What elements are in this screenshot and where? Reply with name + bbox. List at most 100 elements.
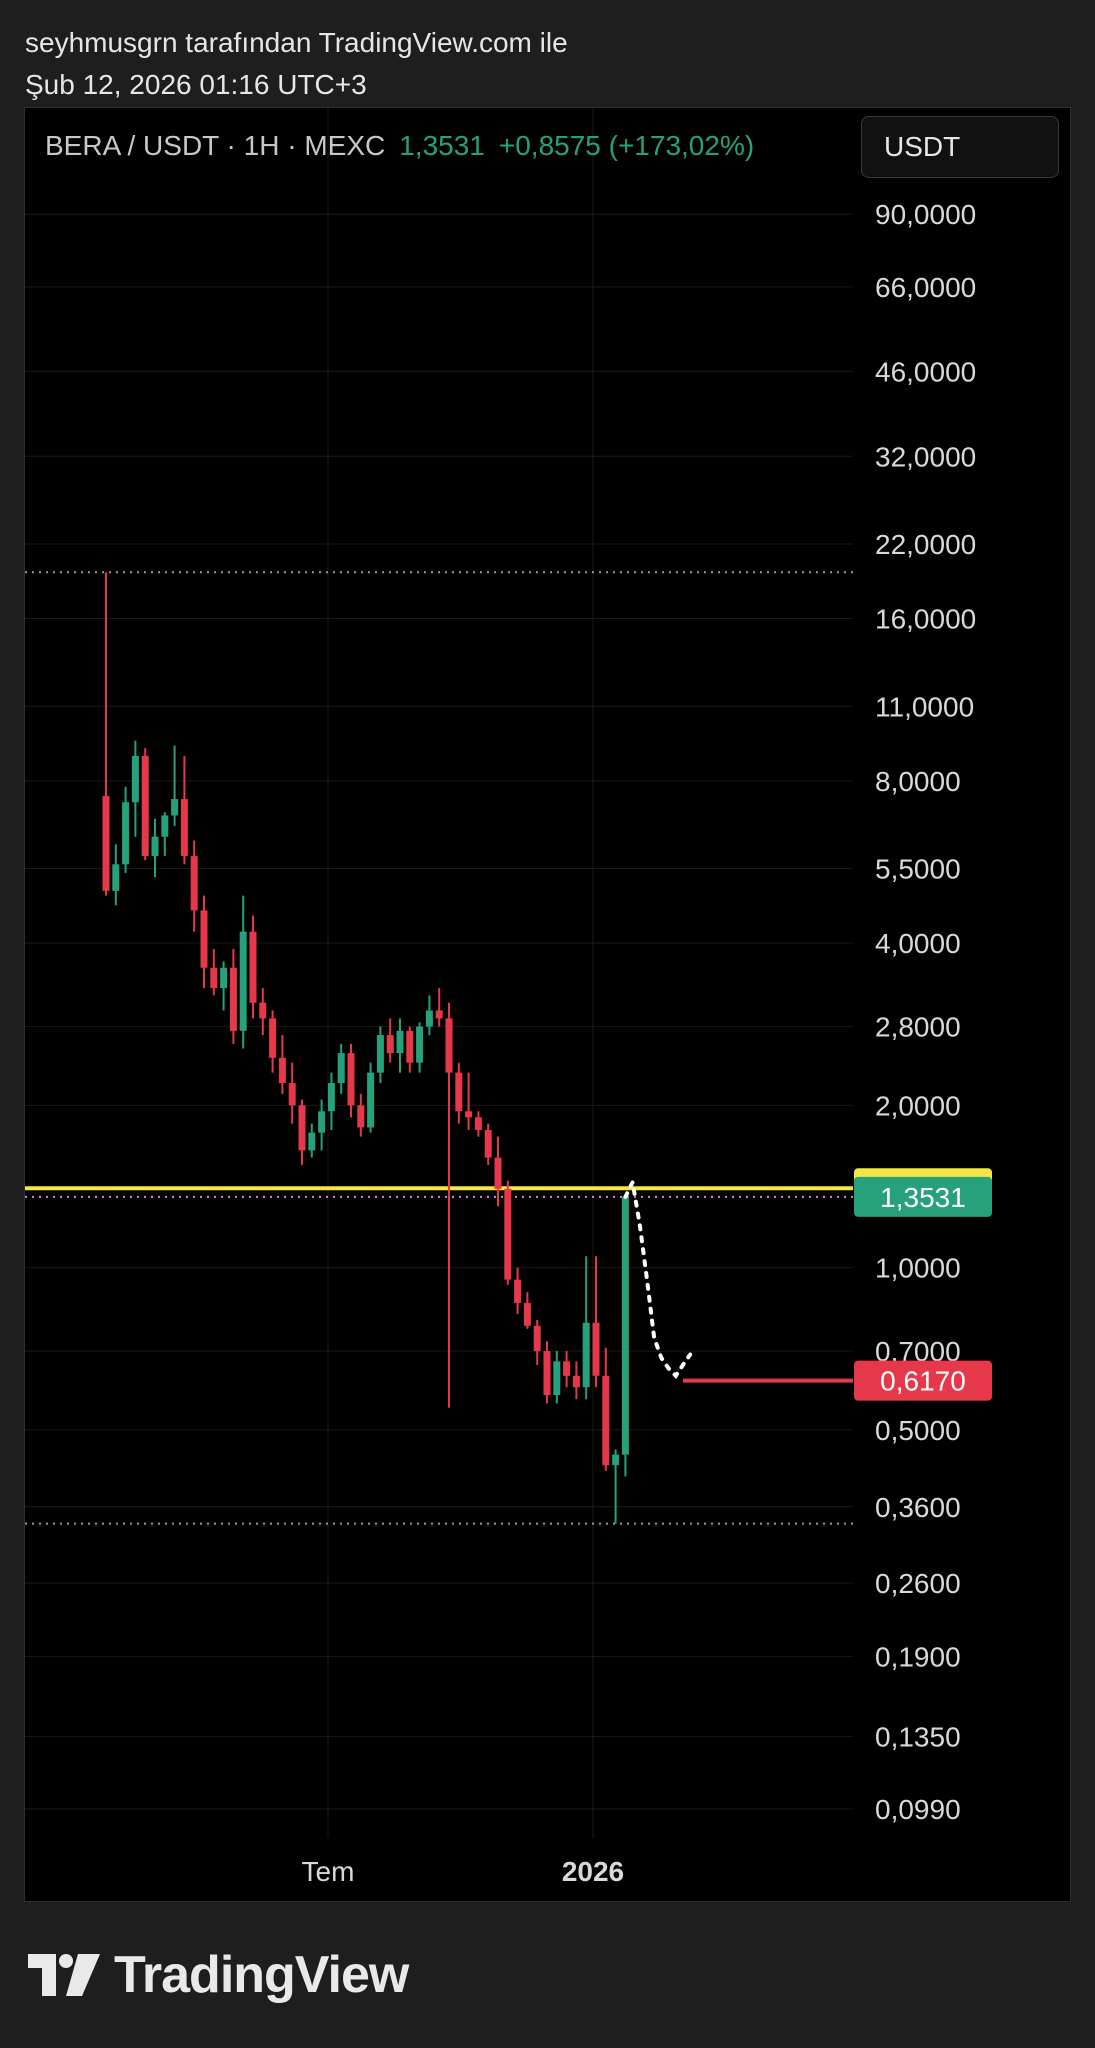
y-tick-label: 22,0000 bbox=[875, 529, 976, 560]
candle bbox=[112, 844, 120, 906]
chart-panel[interactable]: 90,0000 66,0000 46,0000 32,0000 22,0000 16,00… bbox=[24, 107, 1071, 1902]
candle-body bbox=[249, 931, 257, 1003]
candle bbox=[612, 1449, 620, 1524]
candle-body bbox=[151, 836, 159, 857]
candle bbox=[141, 748, 149, 861]
candle-body bbox=[572, 1375, 580, 1388]
y-tick-label: 46,0000 bbox=[875, 356, 976, 387]
candle bbox=[161, 812, 169, 857]
price-label: 1,3531 bbox=[854, 1176, 992, 1217]
candle-body bbox=[327, 1083, 335, 1112]
candle bbox=[543, 1341, 551, 1404]
y-tick-label: 0,3600 bbox=[875, 1492, 961, 1523]
candle-body bbox=[367, 1072, 375, 1128]
candle bbox=[455, 1062, 463, 1124]
candle bbox=[572, 1361, 580, 1400]
candle bbox=[592, 1256, 600, 1388]
candle bbox=[425, 995, 433, 1036]
candle-body bbox=[269, 1018, 277, 1058]
candle bbox=[533, 1319, 541, 1365]
candle-body bbox=[425, 1010, 433, 1027]
candle-body bbox=[318, 1111, 326, 1133]
date-line: Şub 12, 2026 01:16 UTC+3 bbox=[25, 69, 367, 100]
y-tick-label: 0,0990 bbox=[875, 1794, 961, 1825]
candle bbox=[602, 1347, 610, 1471]
candle bbox=[553, 1351, 561, 1404]
candle-body bbox=[543, 1351, 551, 1396]
candle bbox=[190, 840, 198, 932]
candle-body bbox=[347, 1053, 355, 1106]
candle-body bbox=[171, 799, 179, 816]
candle-body bbox=[259, 1002, 267, 1019]
candle bbox=[416, 1022, 424, 1073]
candle-body bbox=[602, 1375, 610, 1466]
y-tick-label: 90,0000 bbox=[875, 199, 976, 230]
price-change-value: +0,8575 (+173,02%) bbox=[498, 130, 755, 161]
candle-body bbox=[484, 1130, 492, 1158]
candle bbox=[122, 786, 130, 873]
candle bbox=[494, 1136, 502, 1207]
last-price-value: 1,3531 bbox=[399, 130, 485, 161]
candle-body bbox=[220, 967, 228, 989]
price-label-text: 0,6170 bbox=[880, 1366, 966, 1397]
currency-button[interactable]: USDT bbox=[861, 116, 1059, 178]
candle-body bbox=[141, 755, 149, 857]
candle-body bbox=[190, 856, 198, 911]
candle-body bbox=[406, 1030, 414, 1063]
candle bbox=[288, 1062, 296, 1124]
candle bbox=[229, 949, 237, 1044]
y-tick-label: 32,0000 bbox=[875, 441, 976, 472]
candle-body bbox=[396, 1030, 404, 1054]
candle bbox=[406, 1026, 414, 1073]
candle-body bbox=[112, 864, 120, 891]
y-tick-label: 0,5000 bbox=[875, 1415, 961, 1446]
x-tick-label: Tem bbox=[302, 1856, 355, 1887]
candle-body bbox=[455, 1072, 463, 1112]
candle-body bbox=[582, 1322, 590, 1388]
candle bbox=[347, 1043, 355, 1118]
y-tick-label: 4,0000 bbox=[875, 928, 961, 959]
candle bbox=[171, 745, 179, 826]
candle-body bbox=[494, 1157, 502, 1189]
tradingview-logo: TradingView bbox=[28, 1945, 409, 2005]
candlestick-chart[interactable]: 90,0000 66,0000 46,0000 32,0000 22,0000 16,00… bbox=[25, 108, 1071, 1902]
candle-body bbox=[553, 1361, 561, 1396]
candle bbox=[563, 1351, 571, 1388]
price-label-box bbox=[854, 1176, 992, 1217]
candle bbox=[386, 1018, 394, 1063]
candle-body bbox=[180, 799, 188, 857]
brand-name: TradingView bbox=[114, 1946, 409, 2004]
y-tick-label: 2,0000 bbox=[875, 1090, 961, 1121]
candle-body bbox=[357, 1105, 365, 1128]
candle-body bbox=[337, 1053, 345, 1084]
y-grid: 90,0000 66,0000 46,0000 32,0000 22,0000 16,00… bbox=[25, 199, 976, 1825]
symbol-legend: BERA / USDT · 1H · MEXC 1,3531 +0,8575 (… bbox=[45, 130, 754, 162]
candle-body bbox=[386, 1035, 394, 1054]
y-tick-label: 11,0000 bbox=[875, 691, 974, 722]
candle bbox=[514, 1267, 522, 1315]
candle-body bbox=[474, 1117, 482, 1131]
y-tick-label: 0,1900 bbox=[875, 1641, 961, 1672]
y-tick-label: 16,0000 bbox=[875, 604, 976, 635]
candle bbox=[102, 572, 110, 896]
candle-body bbox=[210, 967, 218, 989]
candle-body bbox=[612, 1454, 620, 1466]
candle-body bbox=[435, 1010, 443, 1019]
candle bbox=[210, 949, 218, 996]
candle bbox=[278, 1035, 286, 1094]
candle bbox=[504, 1180, 512, 1285]
candle-body bbox=[563, 1361, 571, 1376]
y-tick-label: 5,5000 bbox=[875, 854, 961, 885]
candle-body bbox=[533, 1325, 541, 1352]
y-tick-label: 66,0000 bbox=[875, 272, 976, 303]
candle bbox=[220, 961, 228, 1011]
author-line: seyhmusgrn tarafından TradingView.com il… bbox=[25, 27, 568, 58]
candle bbox=[200, 895, 208, 989]
price-label-text: 1,3531 bbox=[880, 1182, 966, 1213]
x-tick-label: 2026 bbox=[562, 1856, 624, 1887]
candle-body bbox=[416, 1026, 424, 1063]
candle-body bbox=[523, 1302, 531, 1326]
candle bbox=[151, 818, 159, 878]
candle bbox=[337, 1043, 345, 1094]
y-tick-label: 2,8000 bbox=[875, 1012, 961, 1043]
